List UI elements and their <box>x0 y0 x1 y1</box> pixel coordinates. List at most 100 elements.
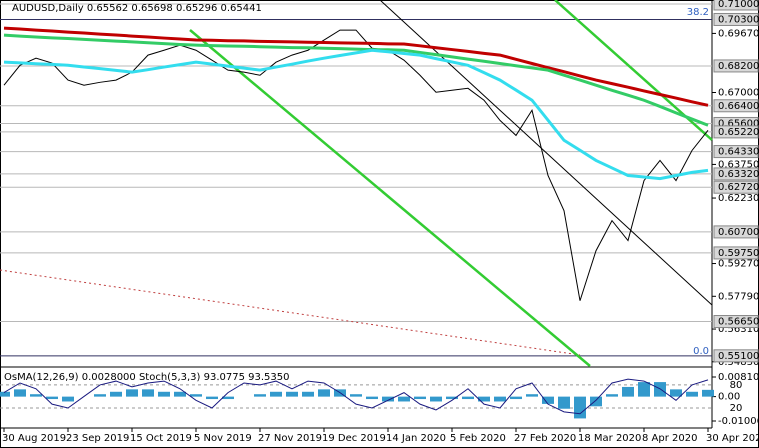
osma-bar <box>430 396 442 402</box>
x-tick-label: 23 Sep 2019 <box>66 433 129 444</box>
x-tick-label: 18 Mar 2020 <box>578 433 641 444</box>
y-tick-label: 0.62230 <box>718 193 759 204</box>
plot <box>3 26 709 301</box>
osma-bar <box>286 391 298 397</box>
y2-tick-label: 20 <box>730 403 743 414</box>
level-box <box>713 315 759 329</box>
level-label: 0.59750 <box>718 248 759 259</box>
osma-bar <box>158 391 170 397</box>
x-tick-label: 5 Feb 2020 <box>450 433 506 444</box>
osma-bar <box>542 396 554 404</box>
osma-bar <box>462 396 474 400</box>
moving-average <box>3 33 709 127</box>
x-tick-label: 8 Apr 2020 <box>642 433 697 444</box>
osma-bar <box>350 394 362 397</box>
osma-bar <box>622 386 634 397</box>
osma-bar <box>30 394 42 397</box>
level-box <box>713 167 759 181</box>
level-box <box>713 59 759 73</box>
level-box <box>713 0 759 11</box>
level-box <box>713 225 759 239</box>
osma-bar <box>638 382 650 397</box>
y-tick-label: 0.56310 <box>718 324 759 335</box>
osma-bar <box>14 389 26 397</box>
stoch-line <box>3 378 709 415</box>
fib-label: 0.0 <box>693 346 709 357</box>
level-label: 0.70300 <box>718 14 759 25</box>
level-box <box>713 12 759 26</box>
level-label: 0.66400 <box>718 101 759 112</box>
osma-bar <box>46 396 58 400</box>
osma-bar <box>398 396 410 402</box>
x-tick-label: 15 Oct 2019 <box>130 433 192 444</box>
osma-bar <box>702 389 714 397</box>
osma-bar <box>302 391 314 397</box>
level-box <box>713 349 759 363</box>
level-box <box>713 99 759 113</box>
y-tick-label: 0.67000 <box>718 87 759 98</box>
level-label: 0.68200 <box>718 61 759 72</box>
osma-bar <box>270 391 282 397</box>
osma-bar <box>558 396 570 409</box>
y-tick-label: 0.00 <box>718 392 740 403</box>
moving-average <box>3 48 709 181</box>
level-label: 0.55100 <box>718 351 759 362</box>
osma-bar <box>526 394 538 397</box>
level-box <box>713 180 759 194</box>
y-tick-label: 0.69670 <box>718 28 759 39</box>
level-label: 0.56650 <box>718 317 759 328</box>
osma-bar <box>94 394 106 397</box>
level-label: 0.65220 <box>718 127 759 138</box>
x-tick-label: 27 Feb 2020 <box>514 433 576 444</box>
y2-tick-label: 80 <box>730 380 743 391</box>
moving-average <box>3 26 709 107</box>
channel-line <box>379 0 713 306</box>
osma-bar <box>110 391 122 397</box>
level-label: 0.62720 <box>718 182 759 193</box>
osma-bar <box>446 396 458 400</box>
levels <box>0 3 712 357</box>
chart-title: AUDUSD,Daily 0.65562 0.65698 0.65296 0.6… <box>12 3 262 14</box>
osma-bar <box>670 389 682 397</box>
level-label: 0.64330 <box>718 147 759 158</box>
osma-bar <box>190 394 202 397</box>
level-label: 0.60700 <box>718 227 759 238</box>
osma-bar <box>686 391 698 397</box>
y-tick-label: 0.59270 <box>718 259 759 270</box>
y-tick-label: 0.63750 <box>718 159 759 170</box>
level-label: 0.71000 <box>718 0 759 10</box>
indicator-title: OsMA(12,26,9) 0.0028000 Stoch(5,3,3) 93.… <box>4 372 290 383</box>
x-tick-label: 5 Nov 2019 <box>194 433 252 444</box>
osma-bar <box>414 396 426 400</box>
osma-bar <box>142 389 154 397</box>
osma-bar <box>478 396 490 402</box>
channel-line <box>189 29 591 367</box>
level-box <box>713 145 759 159</box>
osma-bar <box>254 394 266 397</box>
level-box <box>713 246 759 260</box>
osma-bar <box>590 396 602 407</box>
y-tick-label: 0.008102 <box>718 372 759 383</box>
level-label: 0.63320 <box>718 169 759 180</box>
osma-bar <box>574 396 586 419</box>
osma-bar <box>174 391 186 397</box>
x-tick-label: 30 Apr 2020 <box>706 433 759 444</box>
osma-bar <box>126 389 138 397</box>
x-tick-label: 27 Nov 2019 <box>258 433 322 444</box>
y-tick-label: -0.010063 <box>718 416 759 427</box>
fib-label: 38.2 <box>687 7 709 18</box>
osma-bar <box>366 396 378 400</box>
x-tick-label: 19 Dec 2019 <box>322 433 386 444</box>
osma-bar <box>0 391 10 397</box>
y-tick-label: 0.57790 <box>718 291 759 302</box>
osma-bar <box>510 396 522 400</box>
osma-bar <box>62 396 74 402</box>
price-line <box>3 29 709 301</box>
osma-bar <box>222 396 234 400</box>
osma-bar <box>494 396 506 402</box>
osma-bar <box>382 396 394 402</box>
x-tick-label: 14 Jan 2020 <box>386 433 446 444</box>
osma-bar <box>206 396 218 400</box>
